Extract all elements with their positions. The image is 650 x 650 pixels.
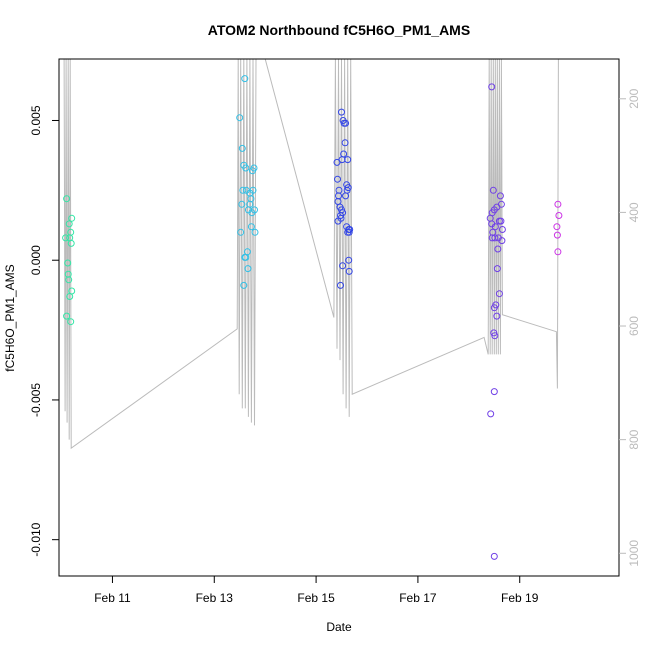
y-axis-label: fC5H6O_PM1_AMS	[3, 264, 17, 371]
y-tick-label: 0.005	[29, 105, 43, 135]
data-point	[237, 228, 245, 236]
data-point	[236, 114, 244, 122]
x-axis-label: Date	[326, 620, 352, 634]
data-point	[491, 223, 499, 231]
data-point	[241, 75, 249, 83]
data-point	[249, 167, 256, 175]
data-point	[497, 217, 505, 225]
data-point	[244, 265, 252, 273]
data-point	[496, 192, 504, 200]
y-tick-label: 0.000	[29, 245, 43, 275]
data-point	[554, 200, 562, 208]
data-point	[344, 156, 352, 164]
data-point	[553, 231, 561, 239]
data-point	[66, 293, 74, 300]
chart-title: ATOM2 Northbound fC5H6O_PM1_AMS	[208, 22, 470, 38]
data-point	[491, 332, 499, 340]
data-point	[238, 200, 246, 208]
right-tick-label: 600	[627, 316, 641, 336]
secondary-series-line	[63, 58, 559, 450]
data-point	[553, 223, 561, 231]
x-tick-label: Feb 13	[196, 591, 234, 605]
data-point	[238, 144, 246, 152]
right-tick-label: 1000	[627, 540, 641, 567]
data-point	[498, 226, 506, 233]
right-tick-label: 400	[627, 202, 641, 222]
data-point	[494, 245, 502, 253]
data-point	[338, 108, 345, 116]
data-point	[333, 158, 341, 166]
data-point	[62, 234, 70, 242]
right-axis: 200 400 600 800 1000	[619, 88, 641, 567]
data-point	[488, 83, 496, 91]
data-point	[63, 312, 71, 320]
right-tick-label: 800	[627, 429, 641, 449]
x-tick-label: Feb 15	[297, 591, 335, 605]
right-tick-label: 200	[627, 88, 641, 108]
y-tick-label: -0.005	[29, 383, 43, 417]
data-point	[495, 290, 503, 298]
data-point	[337, 212, 344, 219]
x-tick-label: Feb 11	[94, 591, 131, 605]
x-axis: Feb 11 Feb 13 Feb 15 Feb 17 Feb 19	[94, 576, 539, 605]
x-tick-label: Feb 17	[399, 591, 437, 605]
data-point	[491, 234, 499, 242]
data-point	[240, 281, 248, 289]
data-point	[242, 253, 250, 261]
data-point	[67, 239, 75, 247]
data-point	[498, 237, 506, 245]
data-point	[490, 388, 498, 396]
data-point	[344, 228, 352, 236]
data-point	[65, 276, 73, 284]
data-point	[251, 206, 258, 214]
data-point	[334, 175, 341, 183]
data-point	[337, 281, 344, 289]
data-point	[65, 220, 73, 228]
data-point	[340, 119, 348, 127]
data-point	[493, 265, 501, 273]
data-point	[68, 214, 76, 222]
data-point	[63, 195, 71, 203]
data-point	[490, 304, 498, 312]
data-point	[554, 248, 562, 256]
data-points	[62, 75, 563, 560]
plot-frame	[58, 58, 620, 577]
data-point	[239, 186, 247, 194]
data-point	[339, 262, 347, 270]
data-point	[67, 318, 75, 326]
data-point	[555, 212, 563, 219]
y-axis: 0.005 0.000 -0.005 -0.010	[29, 105, 59, 557]
data-point	[251, 228, 259, 236]
data-point	[487, 410, 495, 418]
data-point	[488, 234, 496, 242]
y-tick-label: -0.010	[29, 522, 43, 556]
data-point	[249, 186, 257, 194]
data-point	[334, 217, 342, 225]
data-point	[64, 259, 72, 267]
data-point	[345, 256, 353, 264]
secondary-grey-line	[63, 58, 559, 450]
data-point	[489, 186, 497, 194]
data-point	[242, 164, 250, 172]
data-point	[247, 223, 255, 231]
data-point	[341, 139, 349, 147]
data-point	[345, 267, 353, 275]
data-point	[342, 192, 350, 200]
x-tick-label: Feb 19	[501, 591, 539, 605]
data-point	[493, 312, 501, 320]
data-point	[490, 552, 498, 560]
